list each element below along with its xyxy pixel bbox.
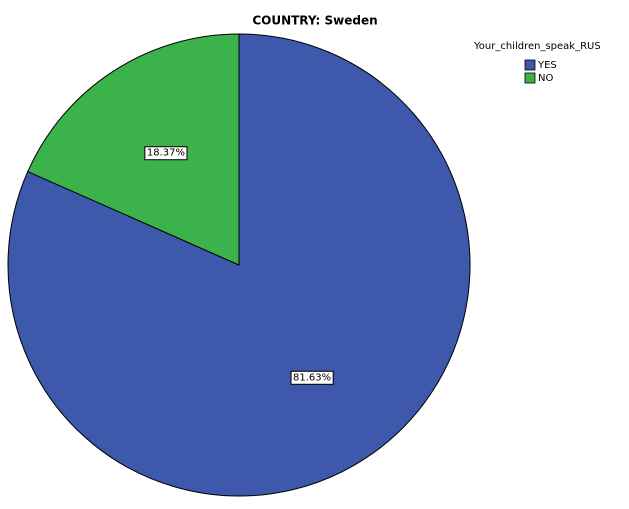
legend-swatch [524,59,536,71]
pie-slice [27,33,240,266]
chart-title: COUNTRY: Sweden [252,14,377,28]
value-label: 81.63% [293,372,331,383]
pie [7,33,471,497]
legend-label: NO [538,73,553,84]
legend-label: YES [537,60,557,71]
legend: YES NO [524,59,557,84]
legend-swatch [524,72,536,84]
value-label-box [290,370,334,385]
value-labels: 81.63% 18.37% [144,146,334,385]
value-label-box [144,146,188,161]
value-label: 18.37% [147,148,185,159]
legend-title: Your_children_speak_RUS [473,41,601,52]
